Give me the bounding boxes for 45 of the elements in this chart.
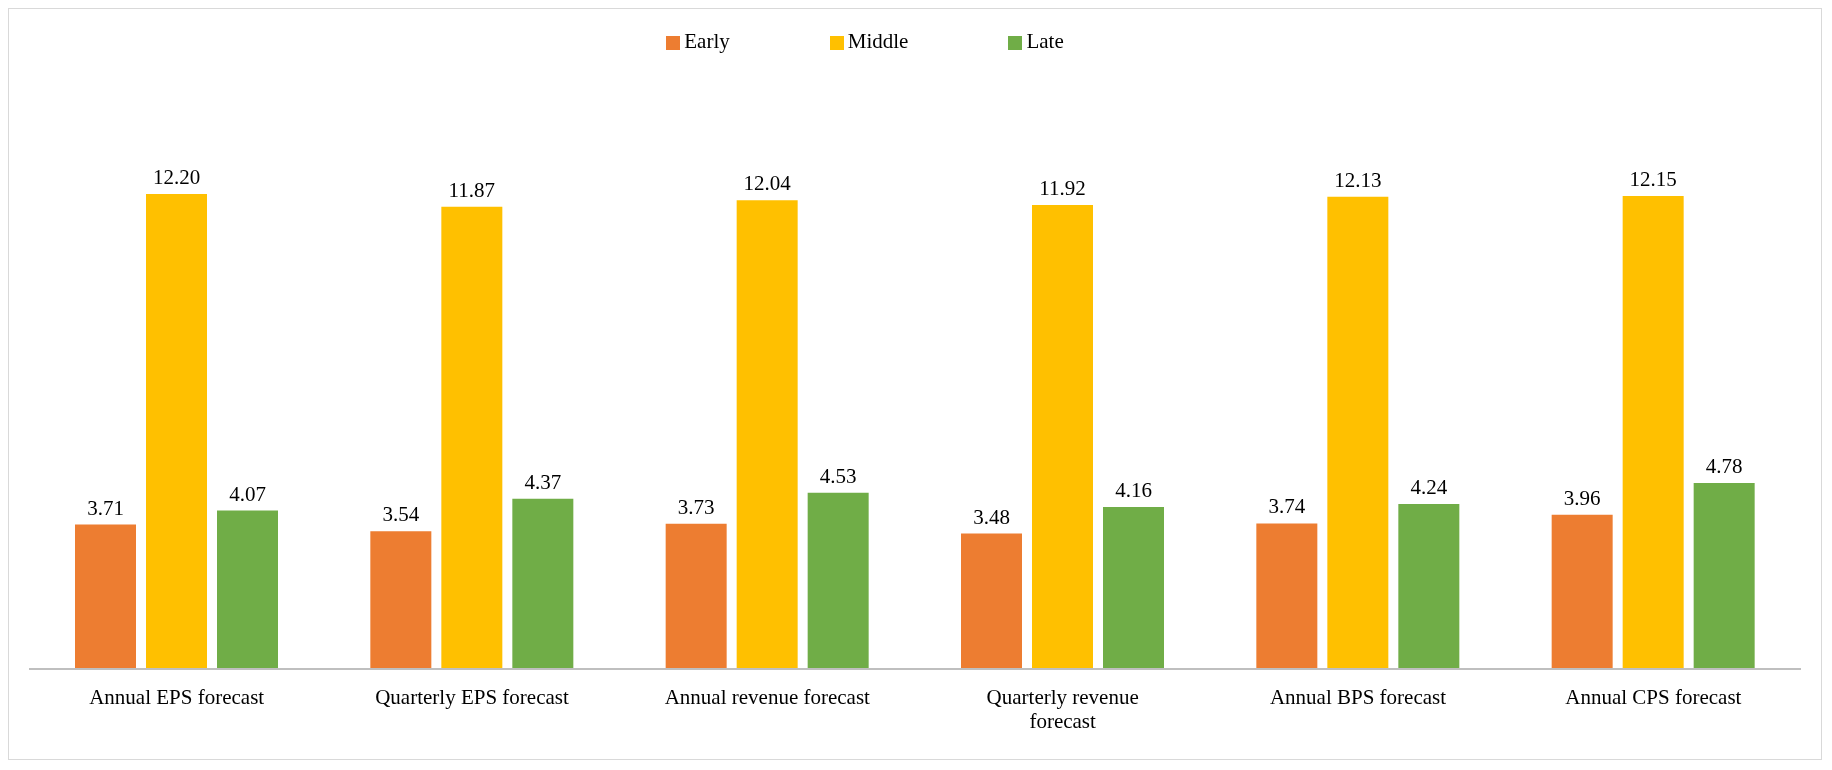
bar — [75, 524, 136, 669]
x-tick-label: Quarterly EPS forecast — [375, 684, 569, 709]
x-tick-label: Annual revenue forecast — [664, 684, 871, 709]
data-label: 4.16 — [1115, 478, 1152, 503]
data-label: 12.13 — [1334, 167, 1382, 192]
data-label: 4.53 — [819, 463, 857, 488]
legend-label: Late — [1026, 29, 1064, 53]
data-label: 4.24 — [1410, 474, 1448, 499]
x-tick-label: Annual EPS forecast — [89, 684, 265, 709]
bar — [1103, 507, 1164, 669]
bar — [441, 206, 503, 669]
bar — [665, 523, 727, 669]
legend-label: Early — [684, 29, 730, 53]
data-label: 11.92 — [1039, 175, 1086, 200]
data-label: 12.15 — [1629, 166, 1677, 191]
bar — [1551, 514, 1613, 669]
bar — [1327, 196, 1389, 669]
bar — [1032, 204, 1093, 669]
bar — [146, 194, 207, 669]
data-label: 11.87 — [448, 177, 496, 202]
data-label: 3.73 — [677, 494, 715, 519]
bar — [370, 531, 432, 669]
legend-label: Middle — [847, 29, 909, 53]
bar — [961, 533, 1022, 669]
bar — [217, 510, 278, 669]
x-tick-label: Annual BPS forecast — [1269, 684, 1447, 709]
data-label: 3.54 — [382, 502, 420, 527]
data-label: 3.71 — [87, 495, 124, 520]
bar — [1693, 482, 1755, 669]
data-label: 3.96 — [1563, 485, 1601, 510]
data-label: 3.48 — [973, 504, 1010, 529]
bar — [1622, 195, 1684, 669]
data-label: 12.04 — [743, 171, 792, 196]
bar — [807, 492, 869, 669]
bar — [736, 200, 798, 669]
bar — [512, 498, 574, 669]
x-tick-label: Annual CPS forecast — [1565, 684, 1742, 709]
data-label: 4.78 — [1705, 453, 1743, 478]
data-label: 4.37 — [524, 469, 562, 494]
data-label: 3.74 — [1268, 494, 1306, 519]
bar — [1256, 523, 1318, 669]
bar — [1398, 503, 1460, 669]
x-tick-label: Quarterly revenue forecast — [986, 684, 1139, 734]
data-label: 12.20 — [152, 165, 201, 189]
data-label: 4.07 — [229, 481, 266, 506]
